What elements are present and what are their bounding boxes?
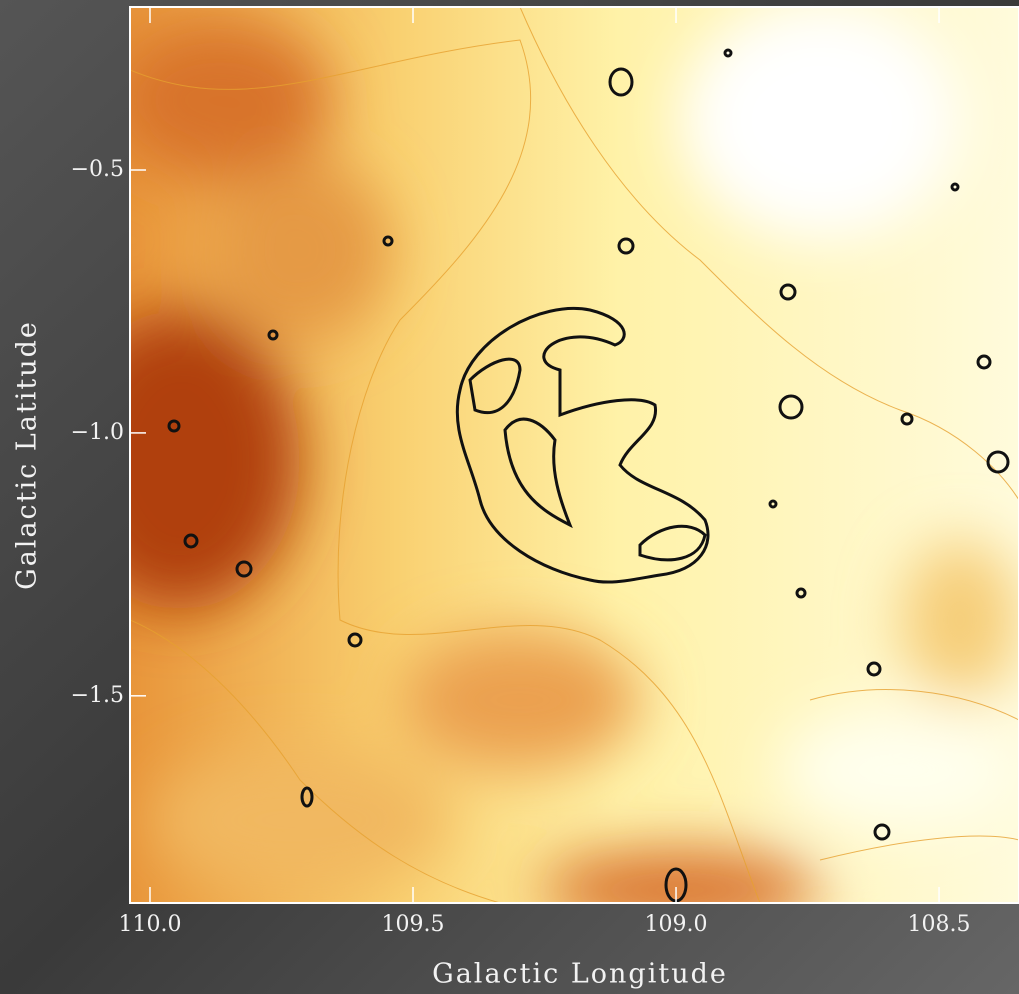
image (60, 0, 1019, 930)
x-axis-label: Galactic Longitude (432, 959, 728, 990)
x-tick-label: 109.0 (645, 912, 708, 937)
y-tick-label: −0.5 (71, 157, 124, 182)
y-axis-label: Galactic Latitude (12, 320, 43, 590)
x-tick-label: 110.0 (118, 912, 181, 937)
chart: Galactic Longitude Galactic Latitude 110… (0, 0, 1019, 994)
x-tick-label: 109.5 (382, 912, 445, 937)
y-tick-label: −1.0 (71, 420, 124, 445)
y-tick-label: −1.5 (71, 683, 124, 708)
x-tick-label: 108.5 (908, 912, 971, 937)
